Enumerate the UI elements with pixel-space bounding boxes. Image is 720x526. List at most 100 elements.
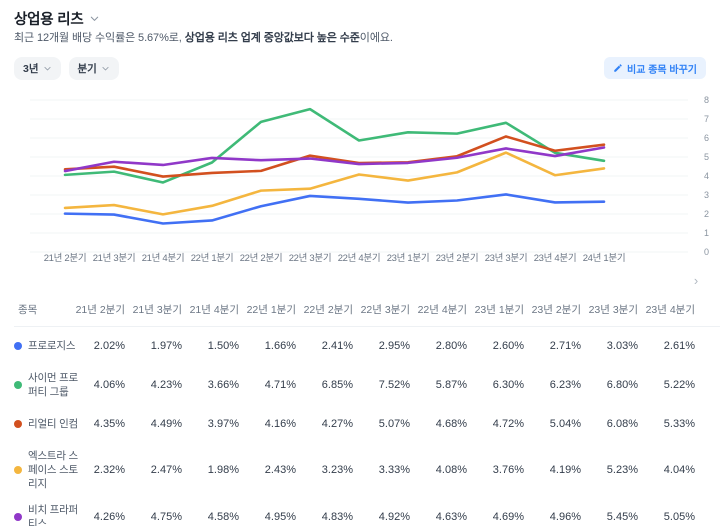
yield-value-cell: 2.80%: [435, 340, 467, 352]
table-row: 엑스트라 스페이스 스토리지 2.32% 2.47% 1.98% 2.43% 3.23% 3…: [14, 443, 720, 497]
column-header-quarter: 21년 2분기: [75, 304, 125, 316]
yield-value-cell: 4.71%: [264, 379, 296, 391]
yield-value-cell: 1.97%: [150, 340, 182, 352]
yield-value-cell: 4.58%: [207, 511, 239, 523]
yield-value-cell: 4.06%: [93, 379, 125, 391]
chevron-down-icon: [102, 66, 109, 70]
series-color-dot: [14, 513, 22, 521]
page-title: 상업용 리츠: [14, 12, 84, 28]
yield-value-cell: 2.43%: [264, 464, 296, 476]
yield-value-cell: 4.04%: [663, 464, 695, 476]
yield-value-cell: 4.26%: [93, 511, 125, 523]
yield-value-cell: 4.19%: [549, 464, 581, 476]
y-axis-tick-label: 7: [704, 114, 709, 124]
yield-value-cell: 3.03%: [606, 340, 638, 352]
column-header-quarter: 22년 1분기: [246, 304, 296, 316]
yield-value-cell: 4.08%: [435, 464, 467, 476]
yield-value-cell: 2.32%: [93, 464, 125, 476]
x-axis-tick-label: 22년 2분기: [240, 253, 283, 264]
column-header-quarter: 23년 4분기: [645, 304, 695, 316]
yield-value-cell: 2.60%: [492, 340, 524, 352]
y-axis-tick-label: 4: [704, 171, 709, 181]
yield-value-cell: 4.75%: [150, 511, 182, 523]
yield-value-cell: 4.69%: [492, 511, 524, 523]
x-axis-tick-label: 21년 3분기: [93, 253, 136, 264]
column-header-quarter: 23년 1분기: [474, 304, 524, 316]
y-axis-tick-label: 8: [704, 95, 709, 105]
period-select-button[interactable]: 3년: [14, 56, 61, 80]
y-axis-tick-label: 0: [704, 247, 709, 257]
x-axis-tick-label: 23년 4분기: [534, 253, 577, 264]
column-header-stock: 종목: [18, 304, 38, 316]
yield-value-cell: 2.61%: [663, 340, 695, 352]
chart-canvas[interactable]: 0 1 2 3 4 5 6 7 8 21년 2분기 21년 3분기 21년 4분기 22년 1분기 22년…: [0, 88, 720, 274]
column-header-quarter: 21년 3분기: [132, 304, 182, 316]
yield-value-cell: 2.41%: [321, 340, 353, 352]
x-axis-tick-label: 23년 2분기: [436, 253, 479, 264]
change-comparison-stocks-button[interactable]: 비교 종목 바꾸기: [604, 57, 706, 79]
summary-bold-text: 상업용 리츠 업계 중앙값보다 높은 수준: [184, 32, 360, 44]
x-axis-tick-label: 22년 4분기: [338, 253, 381, 264]
sector-title-dropdown[interactable]: 상업용 리츠: [14, 8, 100, 29]
pencil-icon: [614, 64, 622, 72]
y-axis-tick-label: 3: [704, 190, 709, 200]
interval-label: 분기: [77, 62, 97, 75]
yield-value-cell: 1.98%: [207, 464, 239, 476]
table-scroll-next-icon[interactable]: ›: [693, 272, 699, 288]
x-axis-tick-label: 24년 1분기: [583, 253, 626, 264]
column-header-quarter: 22년 3분기: [360, 304, 410, 316]
yield-value-cell: 2.71%: [549, 340, 581, 352]
stock-name: 엑스트라 스페이스 스토리지: [28, 450, 79, 490]
yield-value-cell: 6.85%: [321, 379, 353, 391]
yield-value-cell: 2.02%: [93, 340, 125, 352]
y-axis-tick-label: 1: [704, 228, 709, 238]
yield-value-cell: 2.47%: [150, 464, 182, 476]
table-row: 리얼티 인컴 4.35% 4.49% 3.97% 4.16% 4.27% 5.07% 4.68…: [14, 405, 720, 443]
yield-value-cell: 4.23%: [150, 379, 182, 391]
series-color-dot: [14, 381, 22, 389]
column-header-quarter: 21년 4분기: [189, 304, 239, 316]
yield-value-cell: 5.05%: [663, 511, 695, 523]
interval-select-button[interactable]: 분기: [68, 56, 119, 80]
series-line-비치 프라퍼티스: [63, 146, 606, 173]
yield-value-cell: 5.04%: [549, 418, 581, 430]
yield-value-cell: 1.66%: [264, 340, 296, 352]
chevron-down-icon: [43, 66, 51, 70]
series-color-dot: [14, 420, 22, 428]
series-line-프로로지스: [63, 193, 606, 225]
yield-value-cell: 3.66%: [207, 379, 239, 391]
yield-value-cell: 5.33%: [663, 418, 695, 430]
series-line-사이먼 프로퍼티 그룹: [63, 107, 606, 184]
yield-value-cell: 4.95%: [264, 511, 296, 523]
chart-toolbar: 3년 분기 비교 종목 바꾸기: [14, 56, 706, 80]
yield-value-cell: 5.22%: [663, 379, 695, 391]
yield-value-cell: 3.23%: [321, 464, 353, 476]
x-axis-tick-label: 21년 2분기: [44, 253, 87, 264]
dividend-summary-text: 최근 12개월 배당 수익률은 5.67%로, 상업용 리츠 업계 중앙값보다 …: [14, 32, 393, 44]
yield-value-cell: 6.08%: [606, 418, 638, 430]
column-header-quarter: 22년 2분기: [303, 304, 353, 316]
yield-value-cell: 5.23%: [606, 464, 638, 476]
yield-value-cell: 3.97%: [207, 418, 239, 430]
yield-value-cell: 5.07%: [378, 418, 410, 430]
series-color-dot: [14, 342, 22, 350]
stock-name: 프로로지스: [28, 340, 76, 352]
stock-name: 사이먼 프로퍼티 그룹: [28, 372, 79, 398]
dividend-yield-line-chart[interactable]: 0 1 2 3 4 5 6 7 8 21년 2분기 21년 3분기 21년 4분기 22년 1분기 22년…: [0, 88, 720, 274]
table-header-row: 종목 21년 2분기 21년 3분기 21년 4분기 22년 1분기 22년 2분기 22년…: [14, 296, 720, 327]
x-axis-tick-label: 23년 1분기: [387, 253, 430, 264]
series-color-dot: [14, 466, 22, 474]
yield-value-cell: 4.72%: [492, 418, 524, 430]
yield-value-cell: 4.16%: [264, 418, 296, 430]
yield-value-cell: 4.27%: [321, 418, 353, 430]
yield-value-cell: 4.49%: [150, 418, 182, 430]
stock-name: 비치 프라퍼티스: [28, 504, 79, 526]
yield-value-cell: 2.95%: [378, 340, 410, 352]
yield-value-cell: 7.52%: [378, 379, 410, 391]
yield-value-cell: 6.30%: [492, 379, 524, 391]
compare-button-label: 비교 종목 바꾸기: [627, 64, 697, 76]
yield-value-cell: 3.33%: [378, 464, 410, 476]
table-row: 프로로지스 2.02% 1.97% 1.50% 1.66% 2.41% 2.95% 2.80%…: [14, 327, 720, 365]
yield-value-cell: 4.68%: [435, 418, 467, 430]
